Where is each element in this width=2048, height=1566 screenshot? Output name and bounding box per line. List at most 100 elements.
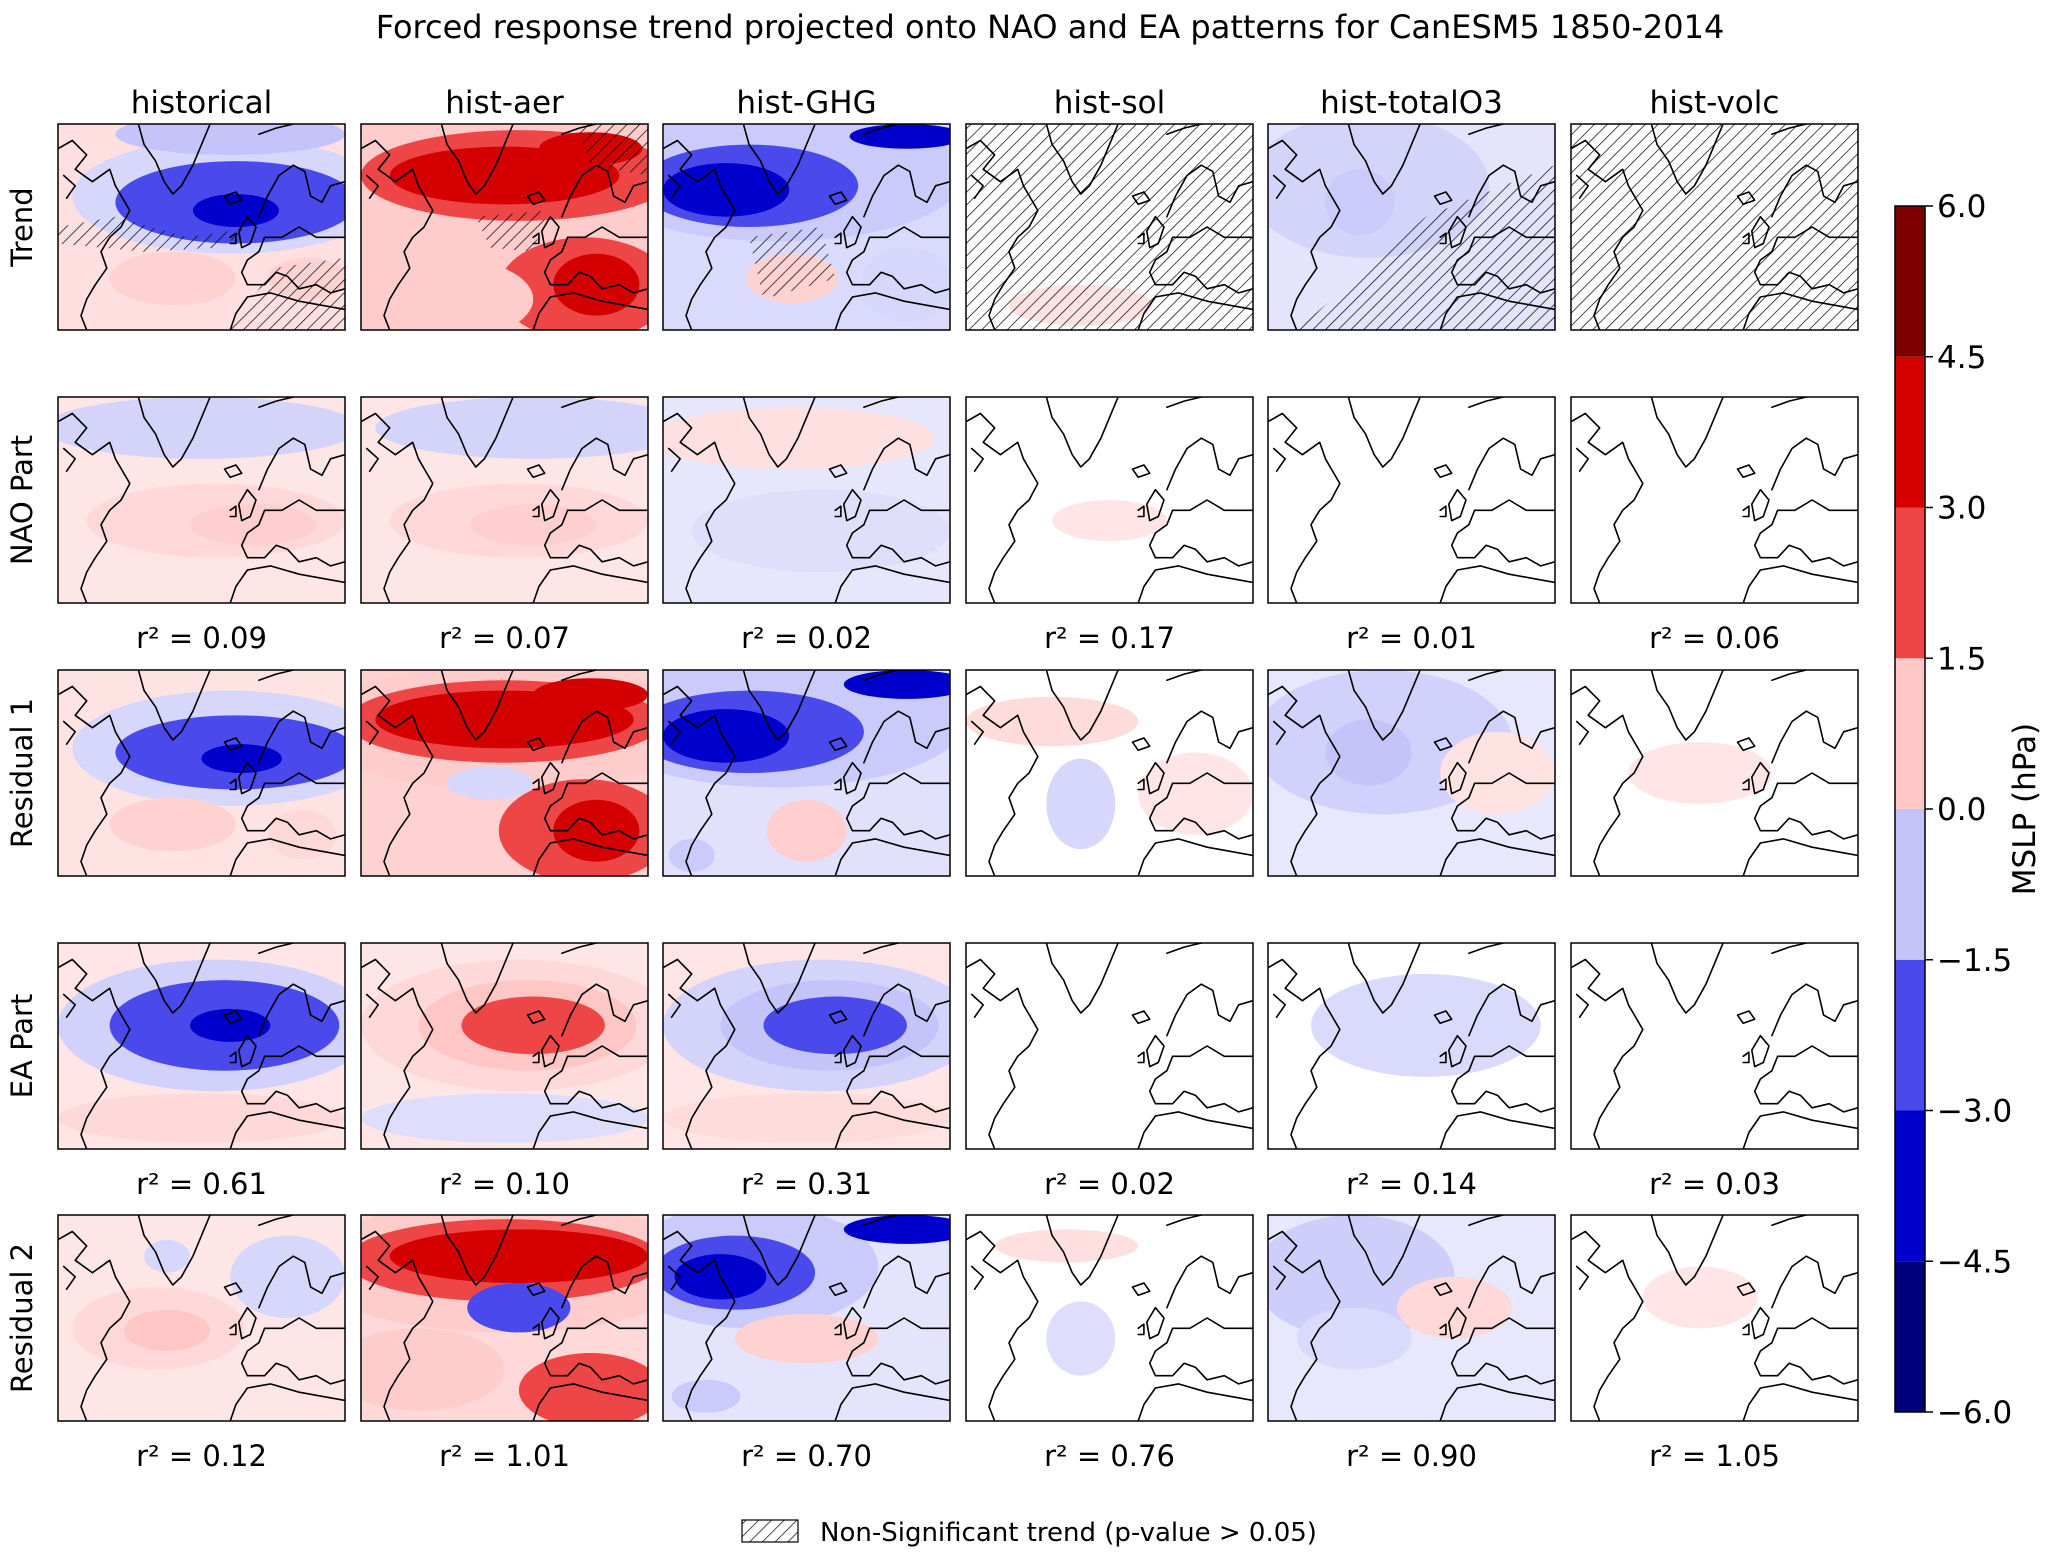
coastline <box>1742 1323 1750 1336</box>
coastline <box>1148 236 1253 294</box>
coastline <box>365 447 379 472</box>
coastline <box>258 1215 295 1227</box>
coastline <box>1771 670 1808 682</box>
mslp-contour-0 <box>966 696 1139 747</box>
column-titles: historical hist-aer hist-GHG hist-sol hist-t… <box>131 85 1780 121</box>
coastline <box>1450 1055 1555 1113</box>
coastline <box>1131 1010 1151 1025</box>
panel-nao-part-historical <box>58 397 345 603</box>
panel-ea-part-hist-aer <box>361 943 648 1149</box>
coastline <box>1272 993 1286 1018</box>
coastline <box>561 943 598 955</box>
legend-label: Non-Significant trend (p-value > 0.05) <box>820 1518 1317 1548</box>
mslp-contour-0 <box>1642 1266 1758 1329</box>
coastline <box>361 958 434 1149</box>
row-label-residual-1: Residual 1 <box>5 698 39 848</box>
panel-frame <box>1570 123 1859 331</box>
panel-ea-part-hist-totalo3 <box>1268 943 1555 1149</box>
coastline <box>1776 499 1858 512</box>
panel-residual-2-hist-ghg <box>663 1215 950 1421</box>
coastline <box>1742 1383 1858 1421</box>
mslp-contour-2 <box>190 504 317 546</box>
coastline <box>541 215 560 249</box>
r2-label-residual-2-hist-sol: r² = 0.76 <box>1044 1439 1175 1473</box>
panel-frame <box>360 669 649 877</box>
coastline <box>365 993 379 1018</box>
coastline <box>1571 958 1644 1149</box>
coastline <box>1736 737 1756 752</box>
coastline <box>970 1265 984 1290</box>
coastline <box>1137 778 1145 791</box>
panel-frame <box>965 123 1254 331</box>
coastline <box>834 232 842 245</box>
coastline <box>1771 437 1858 491</box>
coastline <box>1771 710 1858 764</box>
mslp-contour-4 <box>495 1299 542 1325</box>
mslp-contour-4 <box>58 1093 345 1143</box>
coastline <box>137 397 211 468</box>
coastline <box>863 670 900 682</box>
coastline <box>361 1230 434 1421</box>
coastline <box>229 778 237 791</box>
coastline <box>532 1383 648 1421</box>
coastline <box>663 958 736 1149</box>
coastline <box>845 782 950 840</box>
mslp-contour-0 <box>1311 973 1541 1077</box>
panel-nao-part-hist-sol <box>966 397 1253 603</box>
coastline <box>1771 943 1808 955</box>
r2-label-residual-2-hist-ghg: r² = 0.70 <box>741 1439 872 1473</box>
coastline <box>62 993 76 1018</box>
coastline <box>532 1051 540 1064</box>
coastline <box>1166 124 1203 136</box>
colorbar-tick-label: 0.0 <box>1937 792 1986 828</box>
r2-label-residual-2-hist-totalo3: r² = 0.90 <box>1346 1439 1477 1473</box>
coastline <box>834 1111 950 1149</box>
mslp-contour-6 <box>361 1328 505 1411</box>
coastline <box>1045 943 1119 1014</box>
coastline <box>828 737 848 752</box>
coastline <box>868 499 950 512</box>
coastline <box>238 761 257 795</box>
coastline <box>663 1230 736 1421</box>
coastline <box>532 232 540 245</box>
coastline <box>62 447 76 472</box>
coastline <box>240 1327 345 1385</box>
coastline <box>970 174 984 199</box>
coastline <box>1575 720 1589 745</box>
mslp-contour-6 <box>861 247 950 322</box>
coastline <box>1347 397 1421 468</box>
coastline <box>1272 720 1286 745</box>
mslp-contour-1 <box>1046 1301 1116 1376</box>
panel-trend-hist-ghg <box>663 124 950 330</box>
coastline <box>663 139 736 330</box>
coastline <box>1148 1327 1253 1385</box>
mslp-contour-1 <box>1397 1276 1512 1339</box>
coastline <box>1171 226 1253 239</box>
coastline <box>258 437 345 491</box>
r2-label-ea-part-hist-sol: r² = 0.02 <box>1044 1167 1175 1201</box>
coastline <box>1433 1282 1453 1297</box>
coastline <box>742 670 816 741</box>
coastline <box>137 670 211 741</box>
coastline <box>1166 437 1253 491</box>
coastline <box>1148 1055 1253 1113</box>
coastline <box>223 191 243 206</box>
coastline <box>970 993 984 1018</box>
panel-frame <box>1267 1214 1556 1422</box>
coastline <box>1137 292 1253 330</box>
mslp-contour-3 <box>361 1093 648 1143</box>
coastline <box>843 488 862 522</box>
coastline <box>667 174 681 199</box>
row-label-ea-part: EA Part <box>5 994 39 1099</box>
panel-frame <box>965 942 1254 1150</box>
coastline <box>1146 761 1165 795</box>
coastline <box>532 1111 648 1149</box>
coastline <box>843 1034 862 1068</box>
mslp-contour-6 <box>447 766 534 800</box>
non-significant-hatching <box>576 124 648 176</box>
coastline <box>561 164 648 218</box>
coastline <box>1468 670 1505 682</box>
coastline <box>1742 1051 1750 1064</box>
coastline <box>1439 1323 1447 1336</box>
